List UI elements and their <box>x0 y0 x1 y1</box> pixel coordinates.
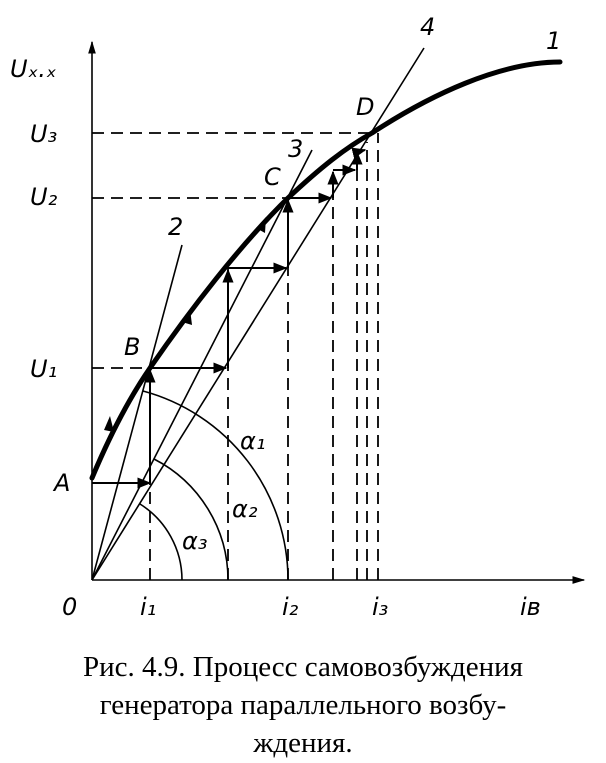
curve-label: 4 <box>420 13 435 41</box>
curve-label: 1 <box>546 27 561 55</box>
stroke <box>351 147 367 159</box>
caption-line: ждения. <box>252 727 352 759</box>
curve-1 <box>89 59 563 481</box>
point-label: C <box>264 163 281 191</box>
stroke <box>256 217 266 233</box>
arc-alpha1 <box>142 390 289 581</box>
y-axis-label: Uₓ.ₓ <box>10 55 57 83</box>
arc-alpha2 <box>153 458 229 581</box>
curve-label: 3 <box>288 135 303 163</box>
staircase <box>92 147 367 489</box>
curve-label: 2 <box>168 213 183 241</box>
stroke <box>104 416 114 432</box>
line-4 <box>91 47 425 581</box>
point-label: A <box>52 469 70 497</box>
y-level-label: U₃ <box>30 120 57 148</box>
x-level-label: i₃ <box>372 593 388 621</box>
y-level-label: U₁ <box>30 355 57 383</box>
line-3 <box>91 149 313 581</box>
caption-line: генератора параллельного возбу- <box>100 689 507 721</box>
stroke <box>182 309 192 325</box>
point-label: D <box>356 93 374 121</box>
angle-label: α₃ <box>182 527 207 555</box>
origin-label: 0 <box>62 593 77 621</box>
curve-arrows <box>104 217 266 432</box>
caption-line: Рис. 4.9. Процесс самовозбуждения <box>83 651 523 683</box>
angle-label: α₂ <box>232 495 258 523</box>
x-level-label: i₁ <box>140 593 156 621</box>
line-2 <box>91 244 183 581</box>
x-axis-label: iв <box>520 593 541 621</box>
arc-alpha3 <box>139 503 183 581</box>
x-level-label: i₂ <box>282 593 299 621</box>
y-level-label: U₂ <box>30 183 58 211</box>
angle-label: α₁ <box>240 427 265 455</box>
point-label: B <box>124 333 140 361</box>
